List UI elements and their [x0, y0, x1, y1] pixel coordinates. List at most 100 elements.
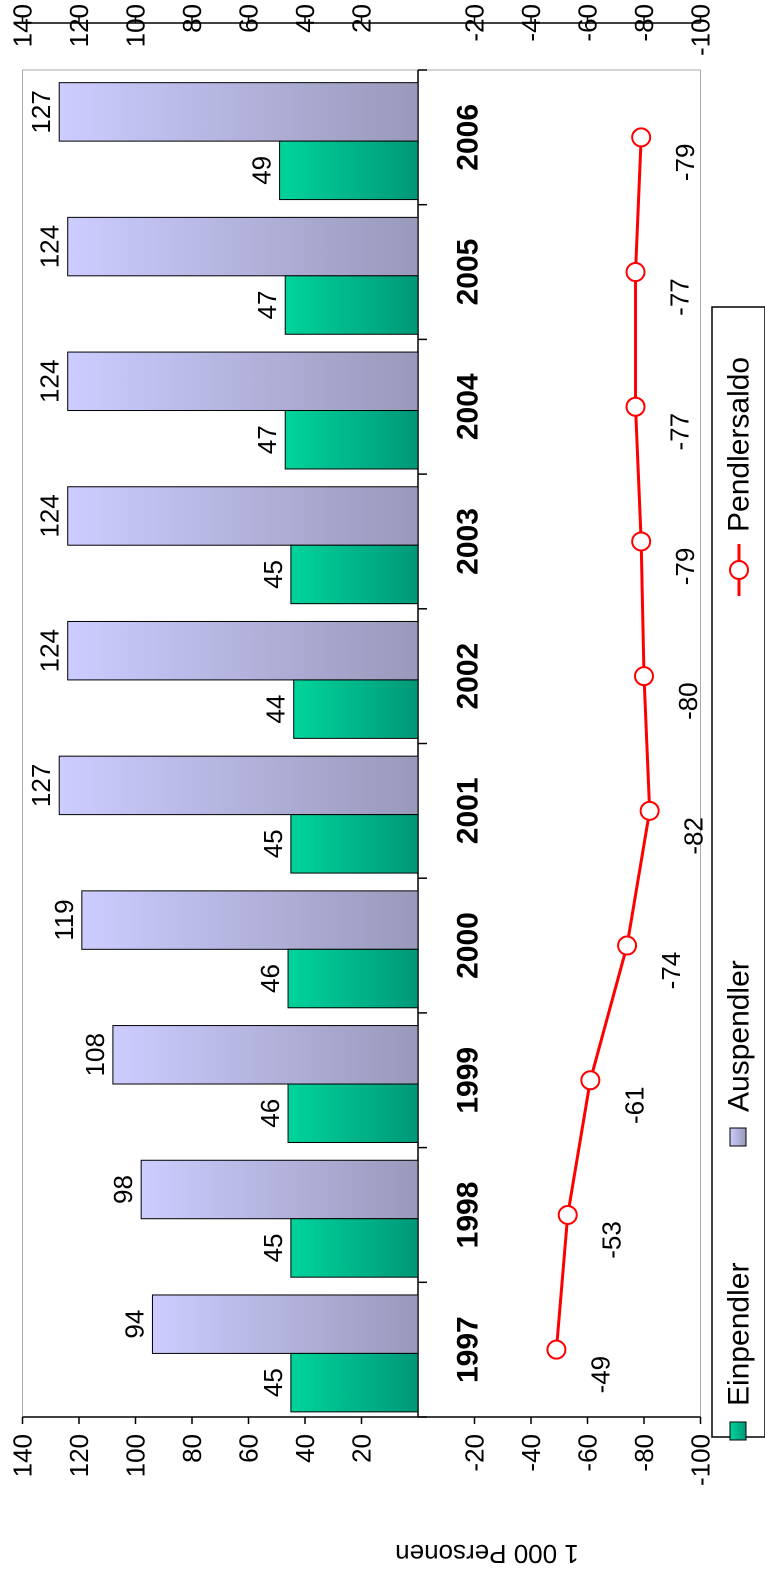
bar-auspendler — [67, 351, 419, 412]
category-label: 2002 — [452, 643, 485, 710]
tick-label-bottom: 120 — [64, 1434, 94, 1477]
data-label-pendlersaldo: -77 — [665, 278, 695, 316]
line-pendlersaldo — [554, 137, 652, 1350]
category-label: 2001 — [452, 777, 485, 844]
bar-auspendler — [112, 1025, 419, 1085]
tick-label-bottom: -40 — [516, 1434, 546, 1472]
bar-einpendler — [284, 275, 419, 335]
tick-label-top: 40 — [290, 4, 320, 33]
category-label: 2005 — [452, 239, 485, 306]
legend-box — [711, 306, 765, 1438]
tick-label-bottom: -60 — [573, 1434, 603, 1472]
legend-swatch-einpendler — [729, 1421, 747, 1441]
data-label-einpendler: 49 — [247, 156, 277, 185]
tick-label-top: 140 — [8, 4, 38, 47]
point-pendlersaldo — [631, 127, 652, 148]
data-label-pendlersaldo: -61 — [619, 1086, 649, 1124]
data-label-einpendler: 45 — [258, 829, 288, 858]
data-label-pendlersaldo: -49 — [585, 1356, 615, 1394]
data-label-einpendler: 46 — [255, 964, 285, 993]
category-label: 2006 — [452, 104, 485, 171]
bar-einpendler — [290, 544, 419, 605]
data-label-pendlersaldo: -79 — [670, 144, 700, 182]
data-label-pendlersaldo: -80 — [673, 682, 703, 720]
bar-auspendler — [67, 620, 419, 681]
data-label-auspendler: 124 — [35, 494, 65, 537]
tick-label-top: -40 — [516, 4, 546, 42]
data-label-pendlersaldo: -53 — [597, 1221, 627, 1259]
tick-label-top: -80 — [629, 4, 659, 42]
point-pendlersaldo — [639, 800, 660, 821]
plot-area: 140 140 120 120 100 100 80 80 60 60 40 40 20 20 -20 -20… — [8, 4, 716, 1486]
tick-label-top: -100 — [686, 4, 716, 56]
legend-label-einpendler: Einpendler — [723, 1263, 756, 1406]
category-label: 2000 — [452, 912, 485, 979]
data-label-pendlersaldo: -79 — [670, 548, 700, 586]
data-label-auspendler: 124 — [35, 225, 65, 268]
tick-label-bottom: 100 — [121, 1434, 151, 1477]
tick-label-top: 120 — [64, 4, 94, 47]
legend: Einpendler Auspendler Pendlersaldo — [711, 306, 765, 1441]
category-label: 1998 — [452, 1182, 485, 1249]
bar-einpendler — [293, 679, 419, 739]
point-pendlersaldo — [580, 1070, 601, 1091]
bar-auspendler — [67, 216, 419, 277]
point-pendlersaldo — [631, 531, 652, 552]
category-label: 2004 — [452, 373, 485, 440]
point-pendlersaldo — [546, 1339, 567, 1360]
bar-einpendler — [287, 1083, 419, 1143]
data-label-einpendler: 45 — [258, 560, 288, 589]
point-pendlersaldo — [625, 396, 646, 417]
bar-einpendler — [279, 140, 419, 201]
data-label-auspendler: 124 — [35, 629, 65, 672]
bar-auspendler — [81, 890, 419, 950]
tick-label-top: -20 — [460, 4, 490, 42]
bar-auspendler — [67, 486, 419, 546]
data-label-auspendler: 119 — [49, 899, 79, 940]
data-label-einpendler: 46 — [255, 1099, 285, 1128]
tick-label-bottom: -80 — [629, 1434, 659, 1472]
tick-label-top: -60 — [573, 4, 603, 42]
bar-einpendler — [284, 410, 419, 470]
bar-auspendler — [151, 1294, 419, 1354]
data-label-auspendler: 98 — [108, 1175, 138, 1204]
tick-label-bottom: 40 — [290, 1434, 320, 1463]
point-pendlersaldo — [634, 666, 654, 687]
category-label: 1999 — [452, 1047, 485, 1114]
data-label-einpendler: 45 — [258, 1233, 288, 1262]
tick-label-bottom: 20 — [347, 1434, 377, 1463]
legend-label-auspendler: Auspendler — [723, 960, 756, 1112]
y-axis-title: 1 000 Personen — [395, 1539, 579, 1569]
category-label: 1997 — [452, 1316, 485, 1383]
bar-auspendler — [58, 82, 419, 142]
tick-label-bottom: 140 — [8, 1434, 38, 1477]
tick-label-top: 60 — [234, 4, 264, 33]
data-label-auspendler: 124 — [35, 360, 65, 403]
data-label-einpendler: 47 — [252, 291, 282, 320]
bar-einpendler — [290, 1218, 419, 1278]
tick-label-bottom: -20 — [460, 1434, 490, 1472]
point-pendlersaldo — [557, 1204, 578, 1225]
data-label-auspendler: 108 — [80, 1033, 110, 1076]
tick-label-top: 80 — [177, 4, 207, 33]
data-label-pendlersaldo: -74 — [656, 952, 686, 990]
tick-label-bottom: -100 — [686, 1434, 716, 1486]
tick-label-bottom: 60 — [234, 1434, 264, 1463]
tick-label-top: 20 — [347, 4, 377, 33]
legend-swatch-auspendler — [729, 1127, 747, 1147]
bar-einpendler — [290, 1352, 419, 1413]
legend-label-pendlersaldo: Pendlersaldo — [723, 357, 756, 532]
point-pendlersaldo — [617, 935, 638, 956]
data-label-auspendler: 127 — [26, 90, 56, 133]
bar-auspendler — [140, 1159, 419, 1220]
data-label-einpendler: 44 — [261, 695, 291, 724]
data-label-auspendler: 94 — [119, 1310, 149, 1339]
bar-einpendler — [290, 814, 419, 874]
tick-label-bottom: 80 — [177, 1434, 207, 1463]
data-label-pendlersaldo: -77 — [665, 413, 695, 451]
data-label-einpendler: 45 — [258, 1368, 288, 1397]
tick-label-top: 100 — [121, 4, 151, 47]
bar-einpendler — [287, 948, 419, 1009]
